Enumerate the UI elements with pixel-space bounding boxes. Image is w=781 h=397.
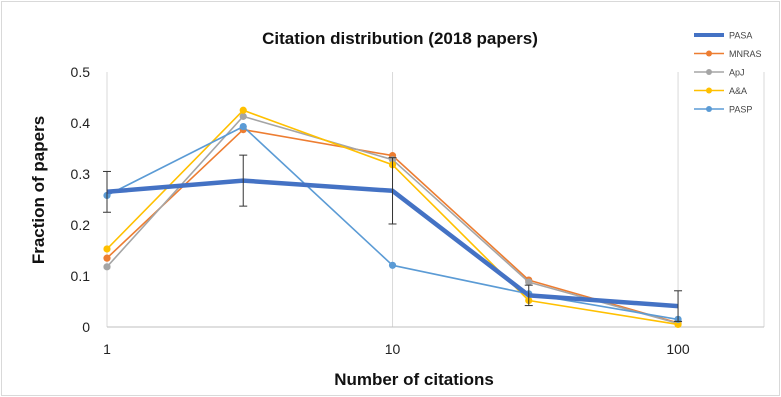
point-apj-1	[239, 112, 247, 120]
grid-layer	[106, 72, 765, 328]
legend-marker-mnras	[706, 50, 712, 57]
error-bar-pasa-3	[524, 284, 533, 307]
legend-label-pasp: PASP	[729, 105, 752, 115]
point-apj-3	[525, 278, 533, 286]
legend-entry-apj: ApJ	[694, 68, 745, 78]
legend-label-apj: ApJ	[729, 68, 745, 78]
x-axis-title: Number of citations	[334, 370, 494, 389]
series-layer	[103, 106, 683, 329]
point-a-a-1	[239, 106, 247, 114]
point-mnras-0	[103, 254, 111, 262]
x-tick-label-10: 10	[385, 341, 401, 357]
y-tick-label-0.2: 0.2	[71, 217, 91, 233]
point-a-a-0	[103, 245, 111, 253]
legend-marker-pasp	[706, 106, 712, 112]
y-tick-label-0: 0	[82, 319, 90, 335]
legend-entry-a-a: A&A	[694, 86, 747, 96]
point-apj-0	[103, 263, 111, 271]
legend-label-mnras: MNRAS	[729, 49, 762, 59]
tick-layer: 1 10 100 0 0.1 0.2 0.3 0.4 0.5	[71, 64, 690, 357]
point-pasp-2	[388, 261, 397, 269]
x-tick-label-1: 1	[103, 341, 111, 357]
y-tick-label-0.3: 0.3	[71, 166, 91, 182]
legend-label-pasa: PASA	[729, 31, 752, 41]
legend-marker-apj	[706, 69, 712, 75]
legend-entry-mnras: MNRAS	[694, 49, 762, 59]
error-bar-pasa-2	[388, 157, 397, 225]
series-pasa	[103, 154, 683, 322]
y-tick-label-0.5: 0.5	[71, 64, 91, 80]
point-a-a-4	[674, 320, 682, 329]
error-bar-pasa-1	[239, 154, 248, 207]
y-tick-label-0.4: 0.4	[71, 115, 91, 131]
legend-marker-a-a	[706, 87, 712, 94]
y-tick-label-0.1: 0.1	[71, 268, 91, 284]
y-axis-title: Fraction of papers	[29, 116, 48, 264]
chart-title: Citation distribution (2018 papers)	[262, 29, 538, 48]
error-bar-pasa-0	[103, 170, 111, 213]
point-pasp-1	[239, 122, 247, 131]
legend-label-a-a: A&A	[729, 86, 747, 96]
legend: PASA MNRAS ApJ A&A PASP	[694, 31, 762, 115]
error-bar-pasa-4	[674, 290, 683, 322]
x-tick-label-100: 100	[666, 341, 690, 357]
legend-entry-pasp: PASP	[694, 105, 752, 115]
legend-entry-pasa: PASA	[694, 31, 752, 41]
